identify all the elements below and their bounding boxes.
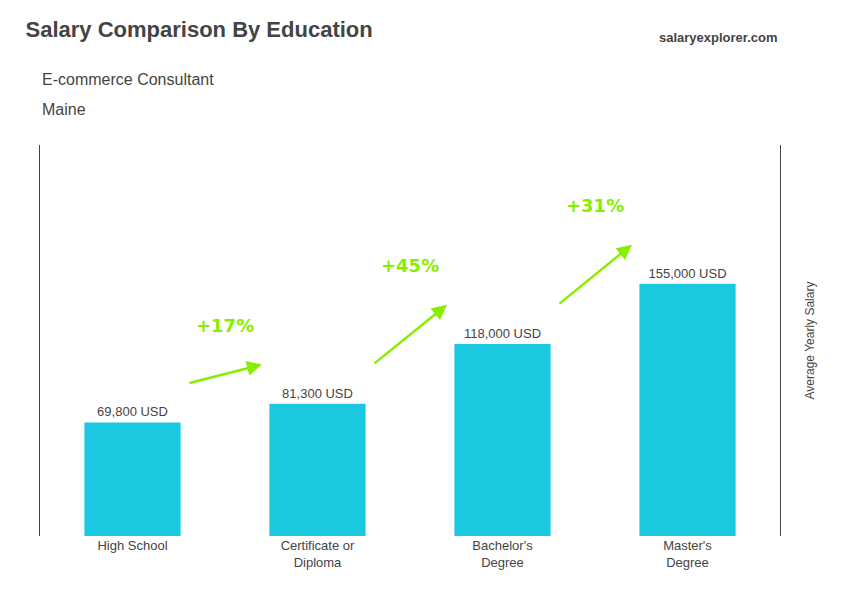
svg-text:Bachelor'sDegree: Bachelor'sDegree <box>472 538 533 570</box>
svg-text:Master'sDegree: Master'sDegree <box>663 538 712 570</box>
svg-text:Certificate orDiploma: Certificate orDiploma <box>281 538 355 570</box>
svg-text:69,800 USD: 69,800 USD <box>97 404 168 419</box>
svg-text:Salary Comparison By Education: Salary Comparison By Education <box>26 17 373 42</box>
svg-text:Maine: Maine <box>42 101 86 118</box>
svg-text:salaryexplorer.com: salaryexplorer.com <box>659 30 778 45</box>
svg-text:+45%: +45% <box>381 255 439 276</box>
svg-text:155,000 USD: 155,000 USD <box>648 266 726 281</box>
svg-text:118,000 USD: 118,000 USD <box>464 326 541 341</box>
svg-text:+31%: +31% <box>566 195 624 216</box>
svg-text:81,300 USD: 81,300 USD <box>282 386 353 401</box>
svg-text:+17%: +17% <box>196 315 254 336</box>
svg-text:E-commerce Consultant: E-commerce Consultant <box>42 71 214 88</box>
svg-text:High School: High School <box>97 538 167 553</box>
svg-text:Average Yearly Salary: Average Yearly Salary <box>803 282 817 400</box>
